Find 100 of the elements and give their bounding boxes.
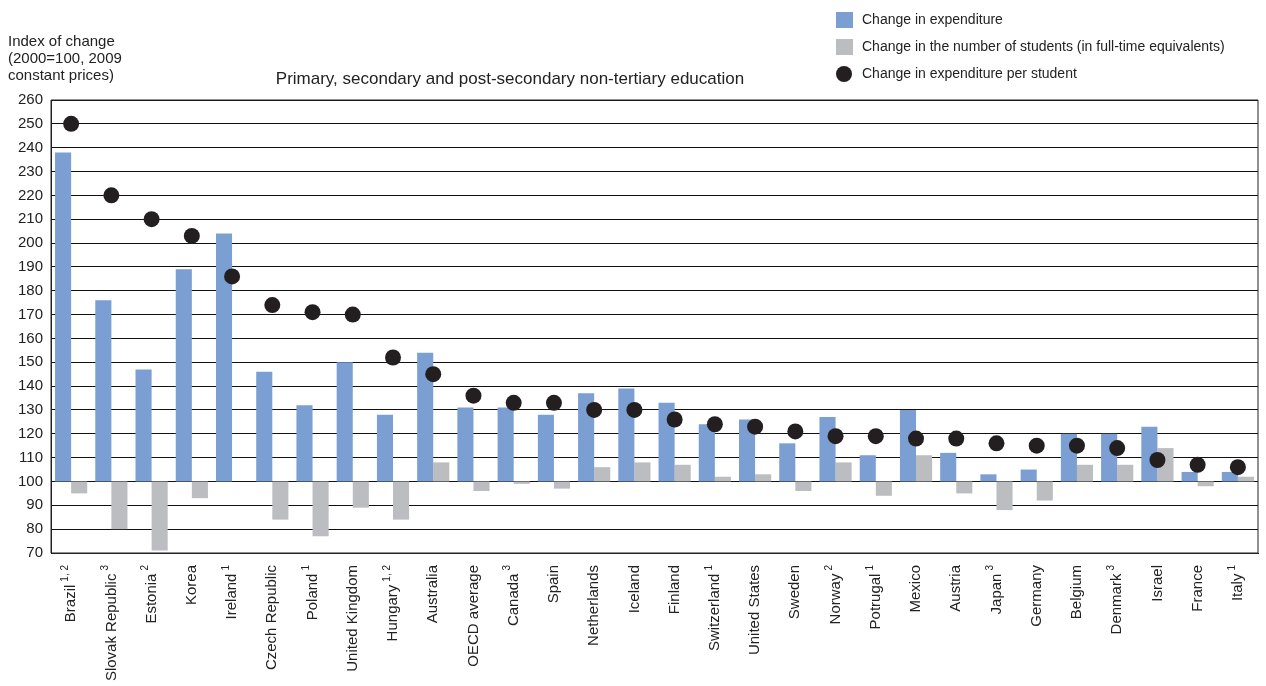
y-tick-label: 90 (26, 495, 44, 513)
x-tick-label: Belgium (1067, 564, 1085, 620)
x-tick-label: Canada3 (501, 564, 521, 627)
x-tick-label: United Kingdom (342, 564, 360, 672)
x-tick-label: Estonia2 (139, 564, 159, 624)
bar (594, 467, 611, 482)
point (143, 211, 160, 228)
bar (433, 462, 450, 482)
x-tick-label: Sweden (785, 564, 803, 620)
point (747, 418, 764, 435)
y-tick-label: 100 (18, 471, 44, 489)
x-tick-label: Israel (1147, 564, 1165, 602)
point (988, 435, 1005, 452)
bar (875, 481, 892, 496)
chart-title: Primary, secondary and post-secondary non-tertiary education (275, 69, 745, 88)
bar (658, 402, 675, 482)
bar (1076, 464, 1094, 482)
point (666, 411, 683, 428)
point (867, 428, 884, 445)
bar (473, 481, 490, 492)
point (1189, 456, 1206, 473)
bar (859, 455, 876, 482)
x-tick-label: Austria (946, 564, 964, 612)
x-tick-label: United States (745, 564, 763, 656)
point (505, 394, 522, 411)
y-tick-label: 200 (18, 233, 44, 251)
y-tick-label: 230 (18, 161, 44, 179)
bar (393, 481, 410, 520)
bar (135, 369, 152, 482)
bar (795, 481, 812, 492)
bar (256, 371, 273, 482)
bar (1036, 481, 1053, 501)
bar (95, 300, 112, 482)
x-tick-label: Japan3 (984, 564, 1004, 615)
x-tick-label: Spain (544, 564, 562, 604)
bar (1020, 469, 1037, 482)
x-tick-label: Finland (664, 564, 682, 615)
bar (618, 388, 635, 482)
y-tick-label: 220 (18, 185, 44, 203)
x-tick-label: Italy1 (1225, 564, 1246, 602)
point (1109, 440, 1126, 457)
x-tick-label: Netherlands (584, 564, 602, 646)
y-tick-label: 170 (18, 304, 44, 322)
point (1068, 437, 1085, 454)
x-tick-label: Mexico (906, 565, 924, 613)
bar (352, 481, 369, 508)
x-tick-label: Denmark3 (1104, 564, 1125, 635)
point (465, 387, 482, 404)
point (1149, 452, 1166, 469)
point (626, 401, 643, 418)
x-tick-label: Brazil1, 2 (58, 564, 79, 623)
x-tick-label: Hungary1, 2 (380, 564, 401, 642)
bar (819, 417, 836, 482)
y-tick-label: 80 (26, 519, 44, 537)
x-tick-label: Iceland (624, 564, 642, 614)
legend-label: Change in expenditure per student (862, 64, 1077, 81)
point (545, 394, 562, 411)
bar (980, 474, 997, 482)
bar (71, 481, 88, 494)
bar (996, 481, 1013, 511)
bar (175, 269, 192, 482)
y-tick-label: 140 (18, 376, 44, 394)
y-tick-label: 190 (18, 257, 44, 275)
x-tick-label: Australia (423, 564, 441, 624)
x-tick-label: France (1187, 565, 1205, 612)
y-tick-label: 250 (18, 113, 44, 131)
y-tick-label: 240 (18, 137, 44, 155)
y-tick-label: 110 (19, 447, 44, 465)
bar (336, 362, 353, 482)
point (948, 430, 965, 447)
bar (376, 414, 393, 482)
bar (698, 424, 715, 482)
bar (111, 481, 128, 530)
x-tick-label: Poland1 (300, 564, 320, 621)
y-axis-title: Index of change (2000=100, 2009 constant prices) (8, 32, 122, 83)
bar (1181, 471, 1198, 482)
y-tick-label: 130 (18, 400, 44, 418)
bar (956, 481, 973, 494)
bar (755, 474, 772, 482)
x-tick-label: Germany (1026, 564, 1044, 627)
bar (835, 462, 852, 482)
bar (457, 407, 474, 482)
x-tick-label: Czech Republic (262, 564, 280, 671)
y-tick-label: 120 (18, 423, 44, 441)
bar (940, 452, 957, 482)
bar (537, 414, 554, 482)
point (827, 428, 844, 445)
bar (215, 233, 233, 482)
bar (634, 462, 651, 482)
y-tick-label: 180 (18, 280, 44, 298)
x-tick-label: Norway2 (823, 564, 843, 625)
bar (191, 481, 208, 499)
x-tick-label: OECD average (463, 564, 481, 667)
bar (417, 352, 434, 482)
point (183, 227, 200, 244)
bar (739, 419, 756, 482)
bar (151, 481, 168, 551)
point (1229, 459, 1246, 476)
point (63, 115, 80, 132)
point (425, 366, 442, 383)
